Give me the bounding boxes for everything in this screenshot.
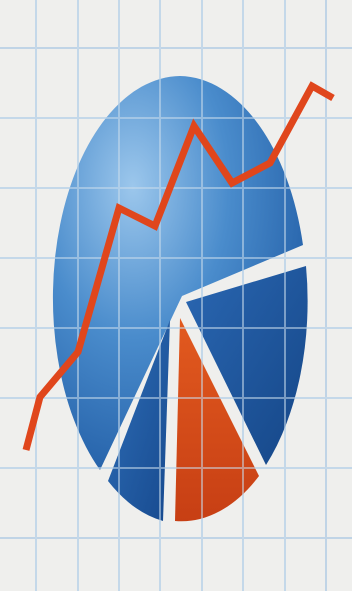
pie-slice-right (186, 266, 308, 465)
pie-main-body (52, 76, 303, 470)
pie-slice-accent (175, 318, 259, 522)
trend-line (22, 81, 335, 451)
pie-slice-bottom-left (108, 320, 170, 521)
pie-chart (52, 76, 303, 470)
exploded-slices (108, 266, 308, 522)
